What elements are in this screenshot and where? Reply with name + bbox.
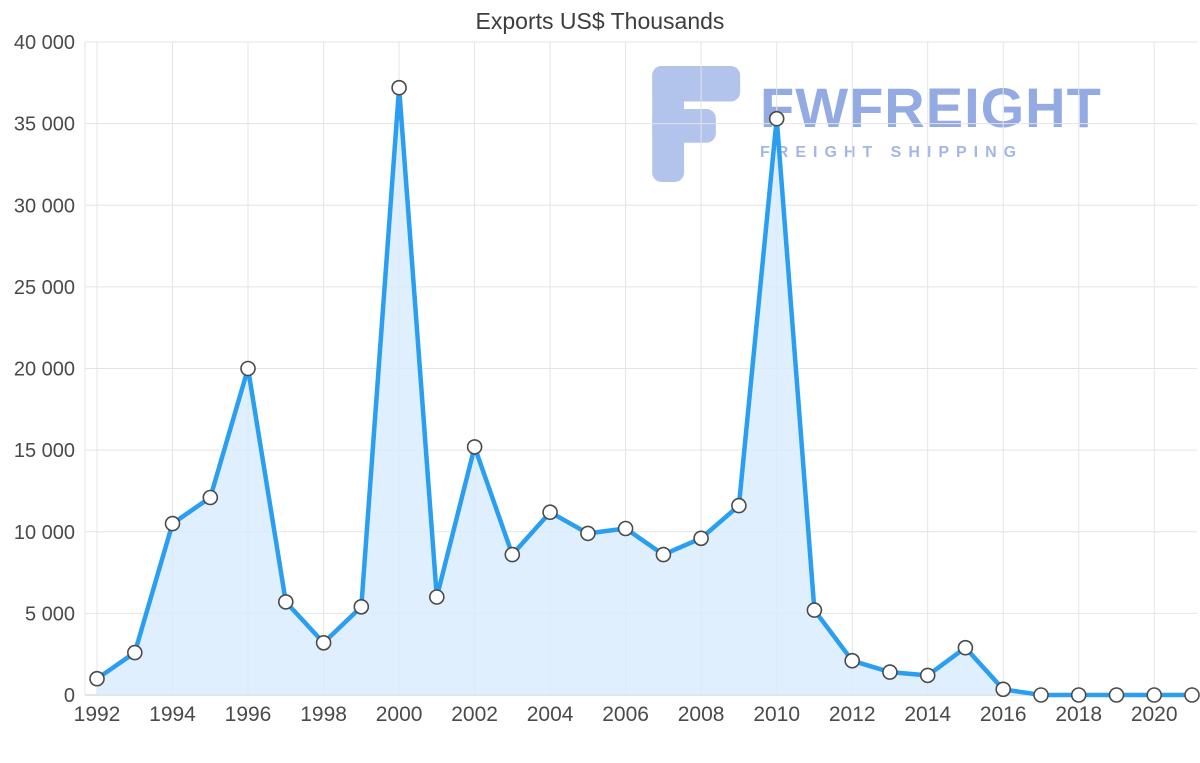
data-point-marker xyxy=(768,110,785,127)
y-axis-tick-label: 15 000 xyxy=(14,440,75,462)
data-point-marker xyxy=(693,530,709,547)
data-point-marker xyxy=(504,546,521,563)
chart-title: Exports US$ Thousands xyxy=(475,8,725,34)
data-point-marker xyxy=(277,594,294,610)
x-axis-tick-label: 2000 xyxy=(376,703,423,726)
data-point-marker xyxy=(127,644,143,661)
y-axis-tick-label: 30 000 xyxy=(14,195,75,217)
watermark-brand-text: FWFREIGHT xyxy=(760,76,1102,139)
x-axis-tick-label: 1994 xyxy=(149,703,196,726)
data-point-marker xyxy=(580,525,596,542)
y-axis-tick-label: 10 000 xyxy=(14,522,75,544)
x-axis-tick-label: 1992 xyxy=(74,703,121,726)
data-point-marker xyxy=(617,520,634,537)
data-point-marker xyxy=(1070,687,1087,703)
data-point-marker xyxy=(919,667,936,684)
y-axis-tick-label: 25 000 xyxy=(14,277,75,299)
data-point-marker xyxy=(844,652,861,669)
x-axis-tick-label: 2018 xyxy=(1055,703,1102,726)
x-axis-tick-label: 2016 xyxy=(980,703,1027,726)
data-point-marker xyxy=(164,515,181,532)
x-axis-tick-label: 2004 xyxy=(527,703,574,726)
x-axis-tick-label: 2010 xyxy=(753,703,800,726)
y-axis-tick-label: 5 000 xyxy=(25,603,75,625)
data-point-marker xyxy=(1033,687,1049,703)
data-point-marker xyxy=(806,602,823,618)
y-axis-tick-label: 40 000 xyxy=(14,32,75,54)
watermark: FWFREIGHT FREIGHT SHIPPING xyxy=(652,66,1107,182)
data-point-marker xyxy=(202,489,219,506)
data-point-marker xyxy=(466,439,483,455)
x-axis-tick-label: 2002 xyxy=(451,703,498,726)
data-point-marker xyxy=(1146,687,1162,703)
data-point-marker xyxy=(1108,687,1125,703)
x-axis-tick-label: 2020 xyxy=(1131,703,1178,726)
data-point-marker xyxy=(428,589,445,605)
data-point-marker xyxy=(542,504,558,521)
x-axis-tick-label: 2012 xyxy=(829,703,876,726)
y-axis-tick-label: 0 xyxy=(64,685,75,707)
watermark-text-block: FWFREIGHT FREIGHT SHIPPING xyxy=(760,80,1107,162)
data-point-marker xyxy=(1184,687,1200,703)
x-axis-tick-label: 2006 xyxy=(602,703,649,726)
x-axis-tick-label: 1996 xyxy=(225,703,272,726)
data-point-marker xyxy=(957,639,974,656)
data-point-marker xyxy=(882,664,898,680)
y-axis-tick-label: 20 000 xyxy=(14,359,75,381)
area-fill xyxy=(97,87,1192,695)
data-point-marker xyxy=(353,598,370,615)
x-axis-tick-label: 2014 xyxy=(904,703,951,726)
data-point-marker xyxy=(89,670,105,687)
watermark-tagline-text: FREIGHT SHIPPING xyxy=(760,144,1024,161)
data-point-marker xyxy=(655,546,672,563)
data-point-marker xyxy=(731,497,747,514)
x-axis-tick-label: 1998 xyxy=(300,703,347,726)
y-axis-tick-label: 35 000 xyxy=(14,114,75,136)
data-point-marker xyxy=(240,360,256,377)
data-point-marker xyxy=(315,634,332,651)
x-axis-tick-label: 2008 xyxy=(678,703,725,726)
fwfreight-logo-icon xyxy=(652,66,741,182)
data-point-marker xyxy=(995,681,1012,698)
data-point-marker xyxy=(391,79,407,96)
